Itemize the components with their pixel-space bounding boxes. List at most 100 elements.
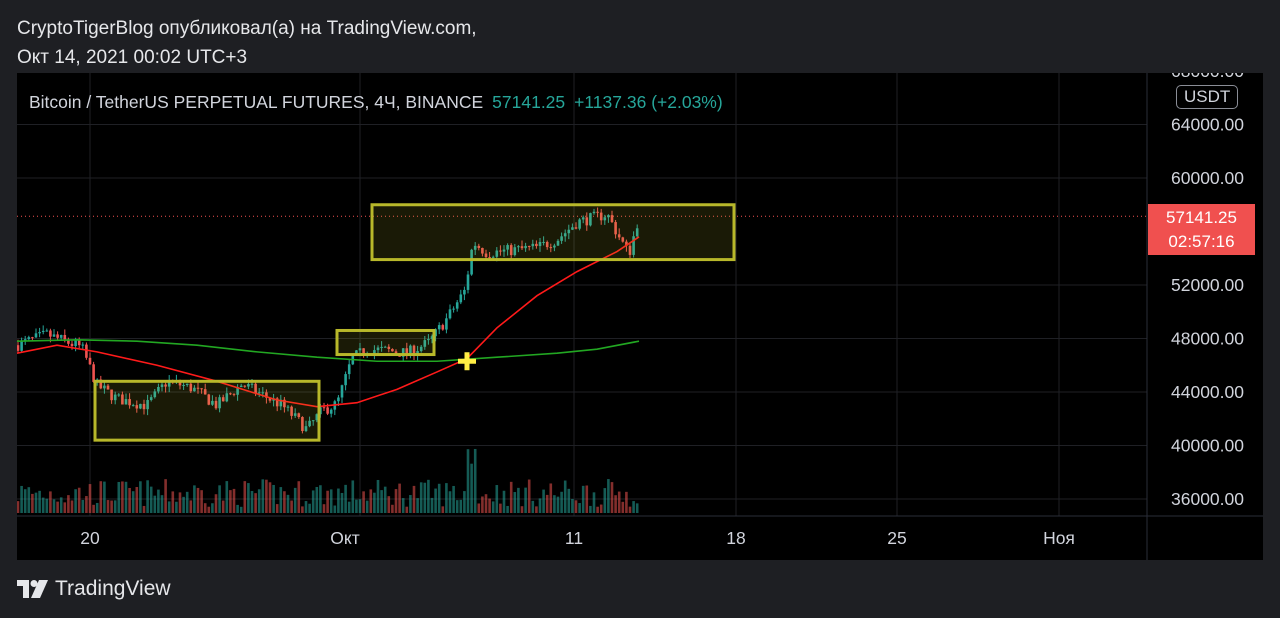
candle-body (153, 391, 157, 398)
volume-bar (117, 481, 121, 513)
volume-bar (632, 501, 635, 513)
candle-body (239, 385, 243, 388)
candle-body (67, 339, 70, 344)
candle-body (567, 229, 571, 234)
candle-body (599, 212, 603, 221)
candle-body (146, 400, 149, 410)
volume-bar (617, 491, 621, 513)
time-axis-label: 18 (726, 528, 745, 548)
volume-bar (387, 496, 391, 513)
volume-bar (81, 499, 85, 513)
volume-bar (625, 491, 628, 513)
candle-body (142, 403, 146, 410)
chart-area[interactable]: 68000.00 64000.00 60000.00 52000.00 48000.00… (17, 73, 1263, 560)
candle-body (70, 343, 74, 347)
volume-bar (146, 480, 149, 513)
candle-body (477, 245, 481, 248)
candle-body (17, 345, 20, 351)
candle-body (20, 340, 23, 351)
candle-body (617, 234, 621, 238)
volume-bar (427, 479, 430, 513)
candle-body (261, 392, 265, 394)
volume-bar (599, 504, 603, 513)
price-chart[interactable]: 68000.00 64000.00 60000.00 52000.00 48000.00… (17, 73, 1263, 560)
candle-body (495, 250, 499, 257)
candle-body (257, 392, 261, 394)
volume-bar (34, 492, 38, 513)
candle-body (38, 332, 41, 334)
candle-body (59, 334, 63, 338)
volume-bar (603, 488, 607, 513)
volume-bar (473, 448, 477, 513)
volume-bar (592, 492, 596, 513)
candle-body (293, 413, 297, 416)
candle-body (373, 350, 376, 355)
candle-body (49, 330, 52, 337)
volume-bar (329, 489, 333, 513)
candle-body (157, 386, 160, 392)
candle-body (380, 346, 383, 348)
volume-bar (67, 495, 70, 513)
candle-body (81, 344, 85, 346)
volume-bar (531, 500, 535, 513)
price-axis-label: 44000.00 (1171, 382, 1244, 402)
candle-body (499, 250, 502, 252)
volume-bar (214, 494, 218, 513)
candle-body (452, 308, 455, 310)
time-axis-label: 11 (565, 528, 583, 548)
candle-body (193, 387, 196, 392)
candle-body (63, 334, 67, 340)
current-price-tag: 57141.25 02:57:16 (1148, 204, 1255, 255)
candle-body (603, 217, 607, 221)
price-axis-label: 52000.00 (1171, 275, 1244, 295)
candle-body (437, 325, 441, 330)
currency-badge[interactable]: USDT (1176, 85, 1239, 109)
volume-bar (70, 500, 74, 513)
volume-bar (142, 505, 146, 513)
candle-body (560, 236, 563, 241)
volume-bar (41, 497, 45, 513)
volume-bar (110, 500, 113, 513)
volume-bar (85, 496, 88, 513)
candle-body (265, 392, 268, 398)
volume-bar (167, 501, 171, 513)
candle-body (635, 228, 639, 237)
candle-body (545, 241, 549, 248)
volume-bar (351, 480, 355, 513)
volume-bar (63, 502, 67, 513)
candle-body (459, 294, 463, 303)
candle-body (542, 241, 545, 243)
volume-bar (538, 498, 542, 513)
volume-bar (113, 500, 117, 513)
candle-body (538, 241, 542, 247)
volume-bar (488, 498, 491, 513)
moving-average-fast (17, 236, 640, 408)
candle-body (466, 274, 470, 290)
candle-body (376, 347, 380, 351)
volume-bar (304, 501, 308, 513)
candle-body (182, 384, 185, 386)
candle-body (113, 394, 117, 401)
volume-bar (128, 487, 131, 513)
volume-bar (553, 495, 556, 513)
volume-bar (542, 489, 545, 513)
candle-body (347, 364, 351, 375)
candle-body (41, 330, 45, 333)
volume-bar (337, 488, 340, 513)
candle-body (74, 340, 77, 347)
candle-body (315, 414, 319, 421)
footer-logo[interactable]: TradingView (17, 577, 171, 601)
volume-bar (247, 483, 250, 513)
tradingview-logo-text: TradingView (55, 577, 171, 600)
candle-body (527, 245, 531, 247)
candle-body (164, 384, 167, 387)
candle-body (236, 387, 239, 395)
volume-bar (481, 496, 484, 513)
range-box-middle (335, 328, 436, 357)
candle-body (149, 397, 153, 401)
candle-body (189, 383, 193, 392)
candle-body (110, 389, 113, 401)
candle-body (513, 247, 517, 256)
volume-bar (520, 506, 524, 513)
candle-body (106, 385, 110, 390)
